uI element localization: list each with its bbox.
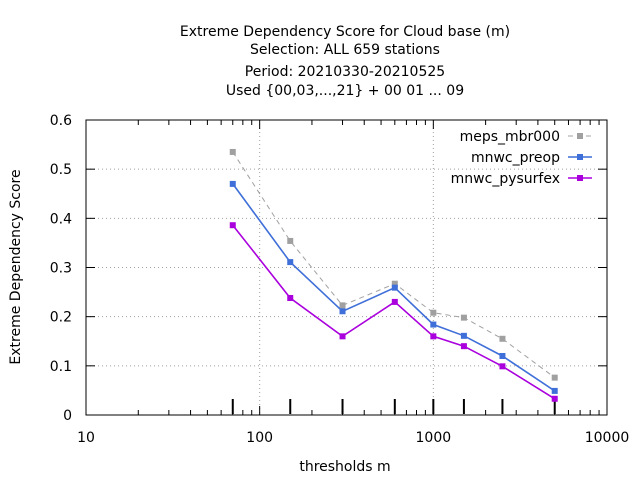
data-point-meps_mbr000 xyxy=(430,309,437,316)
series-line-mnwc_preop xyxy=(232,183,556,392)
y-tick-label: 0.5 xyxy=(50,162,72,178)
y-tick-label: 0.2 xyxy=(50,310,72,326)
grid-lines xyxy=(86,120,607,415)
legend-label: mnwc_preop xyxy=(471,150,560,166)
legend: meps_mbr000 mnwc_preop mnwc_pysurfex xyxy=(451,129,592,187)
y-tick-label: 0.1 xyxy=(50,359,72,375)
data-point-meps_mbr000 xyxy=(499,335,506,342)
x-tick-label: 100 xyxy=(246,430,273,446)
data-point-mnwc_preop xyxy=(430,321,437,328)
data-point-mnwc_pysurfex xyxy=(339,333,346,340)
series-line-mnwc_pysurfex xyxy=(232,224,556,400)
data-point-mnwc_preop xyxy=(499,353,506,359)
data-point-meps_mbr000 xyxy=(229,148,236,155)
y-tick-label: 0.3 xyxy=(50,261,72,277)
legend-label: mnwc_pysurfex xyxy=(451,171,560,187)
legend-swatch-marker xyxy=(577,154,583,160)
y-axis-label: Extreme Dependency Score xyxy=(8,169,24,364)
data-point-mnwc_pysurfex xyxy=(499,363,506,370)
y-tick-labels: 0 0.1 0.2 0.3 0.4 0.5 0.6 xyxy=(50,113,72,424)
chart-title: Extreme Dependency Score for Cloud base … xyxy=(180,24,510,99)
threshold-markers xyxy=(231,399,556,414)
y-tick-label: 0.6 xyxy=(50,113,72,129)
data-point-mnwc_pysurfex xyxy=(229,222,236,229)
data-point-meps_mbr000 xyxy=(391,280,398,287)
series-line-meps_mbr000 xyxy=(232,151,555,379)
data-point-mnwc_preop xyxy=(287,259,294,266)
data-series xyxy=(229,148,558,402)
data-point-meps_mbr000 xyxy=(460,314,467,321)
x-tick-label: 10000 xyxy=(585,430,630,446)
data-point-meps_mbr000 xyxy=(339,302,346,309)
title-line-4: Used {00,03,...,21} + 00 01 ... 09 xyxy=(226,83,464,99)
x-tick-labels: 10 100 1000 10000 xyxy=(77,430,629,446)
data-point-mnwc_pysurfex xyxy=(460,343,467,350)
data-point-mnwc_preop xyxy=(460,332,467,339)
legend-label: meps_mbr000 xyxy=(460,129,560,145)
plot-frame xyxy=(85,119,608,416)
data-point-mnwc_pysurfex xyxy=(391,298,398,305)
data-point-meps_mbr000 xyxy=(551,374,558,381)
title-line-3: Period: 20210330-20210525 xyxy=(245,64,445,80)
legend-swatch-marker xyxy=(577,175,583,181)
y-tick-label: 0.4 xyxy=(50,211,72,227)
x-tick-label: 10 xyxy=(77,430,95,446)
data-point-mnwc_preop xyxy=(391,284,398,291)
data-point-mnwc_preop xyxy=(339,308,346,315)
data-point-mnwc_pysurfex xyxy=(430,333,437,340)
title-line-2: Selection: ALL 659 stations xyxy=(250,42,440,58)
data-point-mnwc_preop xyxy=(551,387,558,394)
y-tick-label: 0 xyxy=(63,408,72,424)
x-axis-label: thresholds m xyxy=(299,459,390,475)
data-point-mnwc_preop xyxy=(229,180,236,187)
data-point-mnwc_pysurfex xyxy=(287,294,294,301)
data-point-meps_mbr000 xyxy=(287,237,294,244)
legend-swatch-marker xyxy=(577,133,583,139)
title-line-1: Extreme Dependency Score for Cloud base … xyxy=(180,24,510,40)
x-tick-label: 1000 xyxy=(416,430,452,446)
data-point-mnwc_pysurfex xyxy=(551,395,558,402)
